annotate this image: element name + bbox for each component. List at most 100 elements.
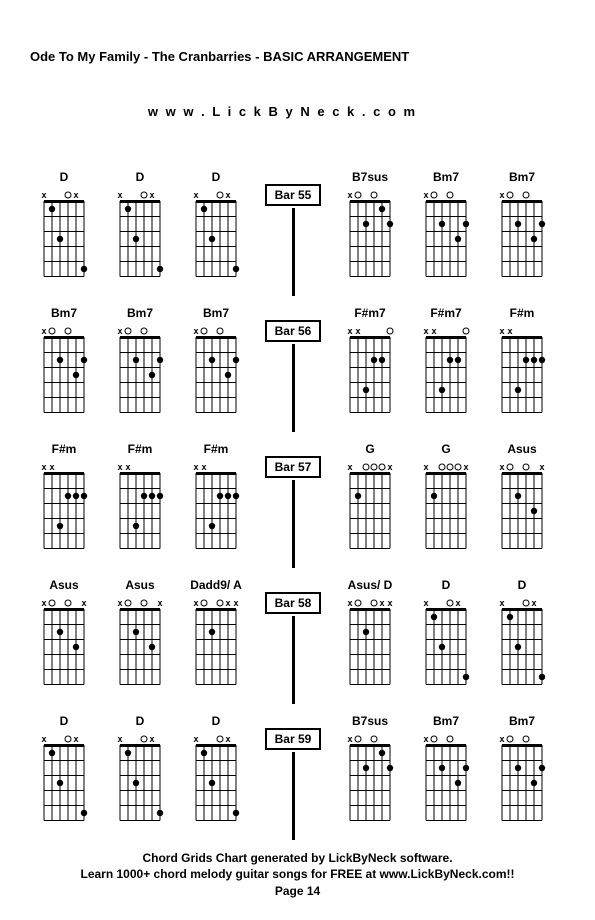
- svg-text:x: x: [73, 190, 78, 200]
- chord-diagram: xx: [414, 322, 478, 413]
- chord-cell: B7susx: [336, 714, 404, 821]
- chord-cell: Dadd9/ Axxx: [182, 578, 250, 685]
- svg-text:x: x: [499, 734, 504, 744]
- chord-cell: Dxx: [106, 714, 174, 821]
- chord-name-label: Bm7: [106, 306, 174, 320]
- chord-cell: Dxx: [488, 578, 556, 685]
- bar-label: Bar 58: [265, 592, 322, 614]
- svg-text:x: x: [499, 462, 504, 472]
- svg-text:x: x: [499, 598, 504, 608]
- chord-diagram: xx: [490, 322, 554, 413]
- chord-name-label: Bm7: [488, 170, 556, 184]
- chord-diagram: xx: [32, 730, 96, 821]
- chord-cell: Bm7 x: [488, 714, 556, 821]
- chord-name-label: Bm7: [488, 714, 556, 728]
- chord-cell: F#m xx: [106, 442, 174, 549]
- svg-text:x: x: [157, 598, 162, 608]
- site-url: w w w . L i c k B y N e c k . c o m: [0, 103, 565, 121]
- svg-text:x: x: [347, 326, 352, 336]
- svg-text:x: x: [355, 326, 360, 336]
- chord-name-label: D: [488, 578, 556, 592]
- chord-rows-container: DxxDxxDxxBar 55B7susxBm7xBm7xBm7xBm7xBm7…: [30, 170, 565, 840]
- svg-text:x: x: [193, 734, 198, 744]
- chord-cell: Bm7x: [412, 714, 480, 821]
- chord-diagram: xx: [32, 458, 96, 549]
- chord-cell: F#m7xx: [336, 306, 404, 413]
- chord-diagram: xx: [490, 458, 554, 549]
- bar-divider-line: [292, 208, 295, 296]
- bar-divider-line: [292, 752, 295, 840]
- chord-diagram: xx: [32, 186, 96, 277]
- bar-label: Bar 59: [265, 728, 322, 750]
- svg-text:x: x: [149, 190, 154, 200]
- chord-diagram: xxx: [184, 594, 248, 685]
- chord-cell: Asusxx: [488, 442, 556, 549]
- chord-name-label: D: [412, 578, 480, 592]
- svg-text:x: x: [117, 462, 122, 472]
- svg-text:x: x: [347, 598, 352, 608]
- svg-text:x: x: [117, 326, 122, 336]
- svg-text:x: x: [41, 734, 46, 744]
- chord-diagram: x: [490, 730, 554, 821]
- chord-diagram: x: [338, 186, 402, 277]
- svg-text:x: x: [455, 598, 460, 608]
- chord-cell: Dxx: [182, 714, 250, 821]
- footer-line-1: Chord Grids Chart generated by LickByNec…: [30, 850, 565, 867]
- svg-text:x: x: [423, 190, 428, 200]
- chord-row: AsusxxAsusxxDadd9/ AxxxBar 58Asus/ DxxxD…: [30, 578, 565, 704]
- svg-text:x: x: [149, 734, 154, 744]
- chord-name-label: B7sus: [336, 714, 404, 728]
- chord-diagram: xx: [184, 186, 248, 277]
- chord-cell: Asusxx: [30, 578, 98, 685]
- chord-diagram: xx: [32, 594, 96, 685]
- chord-cell: Bm7 x: [106, 306, 174, 413]
- svg-text:x: x: [507, 326, 512, 336]
- svg-text:x: x: [193, 462, 198, 472]
- svg-text:x: x: [41, 462, 46, 472]
- chord-cell: F#mxx: [488, 306, 556, 413]
- svg-text:x: x: [125, 462, 130, 472]
- footer-line-2: Learn 1000+ chord melody guitar songs fo…: [30, 866, 565, 883]
- chord-row: Bm7xBm7xBm7xBar 56F#m7xxF#m7xxF#mxx: [30, 306, 565, 432]
- svg-text:x: x: [423, 598, 428, 608]
- bar-divider-line: [292, 616, 295, 704]
- svg-text:x: x: [41, 326, 46, 336]
- svg-text:x: x: [423, 462, 428, 472]
- svg-text:x: x: [233, 598, 238, 608]
- bar-column: Bar 56: [258, 320, 328, 432]
- chord-cell: F#m7xx: [412, 306, 480, 413]
- svg-text:x: x: [225, 734, 230, 744]
- chord-diagram: xx: [338, 458, 402, 549]
- chord-cell: Bm7 x: [488, 170, 556, 277]
- svg-text:x: x: [117, 734, 122, 744]
- chord-diagram: x: [414, 730, 478, 821]
- svg-text:x: x: [193, 190, 198, 200]
- chord-diagram: xx: [338, 322, 402, 413]
- svg-text:x: x: [225, 598, 230, 608]
- chord-diagram: x: [490, 186, 554, 277]
- chord-diagram: xx: [184, 730, 248, 821]
- chord-row: DxxDxxDxxBar 55B7susxBm7xBm7x: [30, 170, 565, 296]
- chord-name-label: F#m: [182, 442, 250, 456]
- chord-name-label: F#m: [106, 442, 174, 456]
- bar-divider-line: [292, 480, 295, 568]
- chord-diagram: xx: [108, 458, 172, 549]
- chord-name-label: Bm7: [182, 306, 250, 320]
- chord-row: DxxDxxDxxBar 59B7susxBm7xBm7x: [30, 714, 565, 840]
- bar-column: Bar 57: [258, 456, 328, 568]
- svg-text:x: x: [225, 190, 230, 200]
- chord-cell: Dx x: [412, 578, 480, 685]
- chord-cell: Dxx: [182, 170, 250, 277]
- chord-diagram: xx: [108, 730, 172, 821]
- chord-cell: B7susx: [336, 170, 404, 277]
- svg-text:x: x: [347, 190, 352, 200]
- chord-name-label: Asus: [106, 578, 174, 592]
- chord-diagram: x: [184, 322, 248, 413]
- chord-name-label: Bm7: [412, 170, 480, 184]
- chord-name-label: D: [30, 714, 98, 728]
- bar-column: Bar 55: [258, 184, 328, 296]
- chord-name-label: G: [412, 442, 480, 456]
- chord-cell: Asusxx: [106, 578, 174, 685]
- chord-cell: F#mxx: [182, 442, 250, 549]
- svg-text:x: x: [41, 190, 46, 200]
